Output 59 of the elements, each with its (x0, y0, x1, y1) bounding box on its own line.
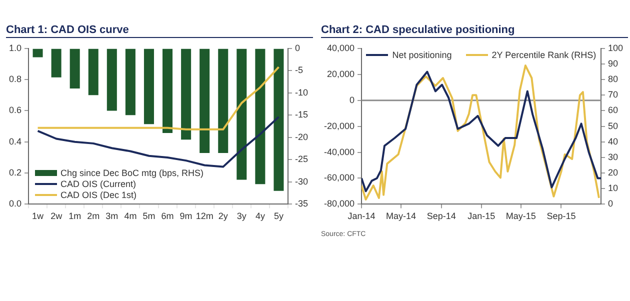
y2-tick-label: 70 (608, 90, 618, 100)
y2-tick-label: 60 (608, 105, 618, 116)
x-tick-label: May-15 (506, 211, 536, 222)
x-tick-label: 5y (274, 211, 284, 222)
y-tick-label: -60,000 (324, 172, 355, 183)
x-tick-label: Jan-15 (468, 211, 496, 222)
y-tick-label: 0.2 (8, 168, 22, 178)
x-tick-label: Jan-14 (348, 211, 376, 222)
x-tick-label: 2m (87, 211, 100, 222)
y2-tick-label: -20 (294, 132, 308, 142)
x-tick-label: 9m (180, 211, 192, 222)
y2-tick-label: 100 (608, 42, 624, 53)
legend-label: 2Y Percentile Rank (RHS) (492, 50, 596, 60)
x-tick-label: 12m (196, 211, 214, 222)
x-tick-label: May-14 (386, 211, 416, 222)
y2-tick-label: 30 (608, 152, 618, 162)
y2-tick-label: -25 (294, 154, 308, 164)
x-tick-label: 3m (106, 211, 118, 222)
legend-label: CAD OIS (Current) (60, 179, 136, 190)
y2-tick-label: 0 (608, 198, 613, 209)
y2-tick-label: -10 (294, 87, 308, 98)
y2-tick-label: -15 (294, 110, 308, 120)
x-tick-label: 2w (50, 211, 63, 222)
chart-title: Chart 1: CAD OIS curve (6, 24, 313, 38)
x-tick-label: 6m (161, 211, 174, 222)
y2-tick-label: -35 (294, 198, 308, 209)
y2-tick-label: 90 (608, 58, 618, 68)
y2-tick-label: -30 (294, 176, 308, 186)
legend-label: CAD OIS (Dec 1st) (60, 190, 137, 200)
x-tick-label: 1w (32, 211, 44, 222)
y2-tick-label: 0 (294, 42, 300, 53)
y-tick-label: 0.6 (8, 105, 22, 116)
y-tick-label: -40,000 (324, 146, 355, 157)
y-tick-label: -20,000 (324, 120, 355, 131)
y2-tick-label: 20 (608, 168, 618, 178)
y-tick-label: 0.8 (8, 74, 22, 84)
y2-tick-label: 50 (608, 120, 618, 131)
chart-title: Chart 2: CAD speculative positioning (321, 24, 628, 38)
y-tick-label: -80,000 (324, 198, 355, 209)
x-tick-label: 2y (218, 211, 228, 222)
y2-tick-label: -5 (294, 65, 304, 76)
y2-tick-label: 40 (608, 136, 618, 146)
y-tick-label: 20,000 (326, 68, 355, 79)
y-tick-label: 0.4 (8, 136, 22, 146)
y-tick-label: 0 (350, 94, 355, 105)
legend-label: Chg since Dec BoC mtg (bps, RHS) (60, 168, 204, 178)
legend-label: Net positioning (392, 50, 452, 60)
x-tick-label: 3y (236, 211, 247, 222)
x-tick-label: 5m (142, 211, 156, 222)
y-tick-label: 0.0 (8, 198, 22, 209)
y-tick-label: 1.0 (8, 42, 22, 53)
x-tick-label: 4y (255, 211, 266, 222)
x-tick-label: 4m (124, 211, 137, 222)
y2-tick-label: 10 (608, 183, 618, 194)
y2-tick-label: 80 (608, 74, 618, 84)
x-tick-label: 1m (68, 211, 82, 222)
x-tick-label: Sep-14 (426, 211, 456, 222)
y-tick-label: 40,000 (326, 42, 355, 53)
x-tick-label: Sep-15 (546, 211, 576, 222)
